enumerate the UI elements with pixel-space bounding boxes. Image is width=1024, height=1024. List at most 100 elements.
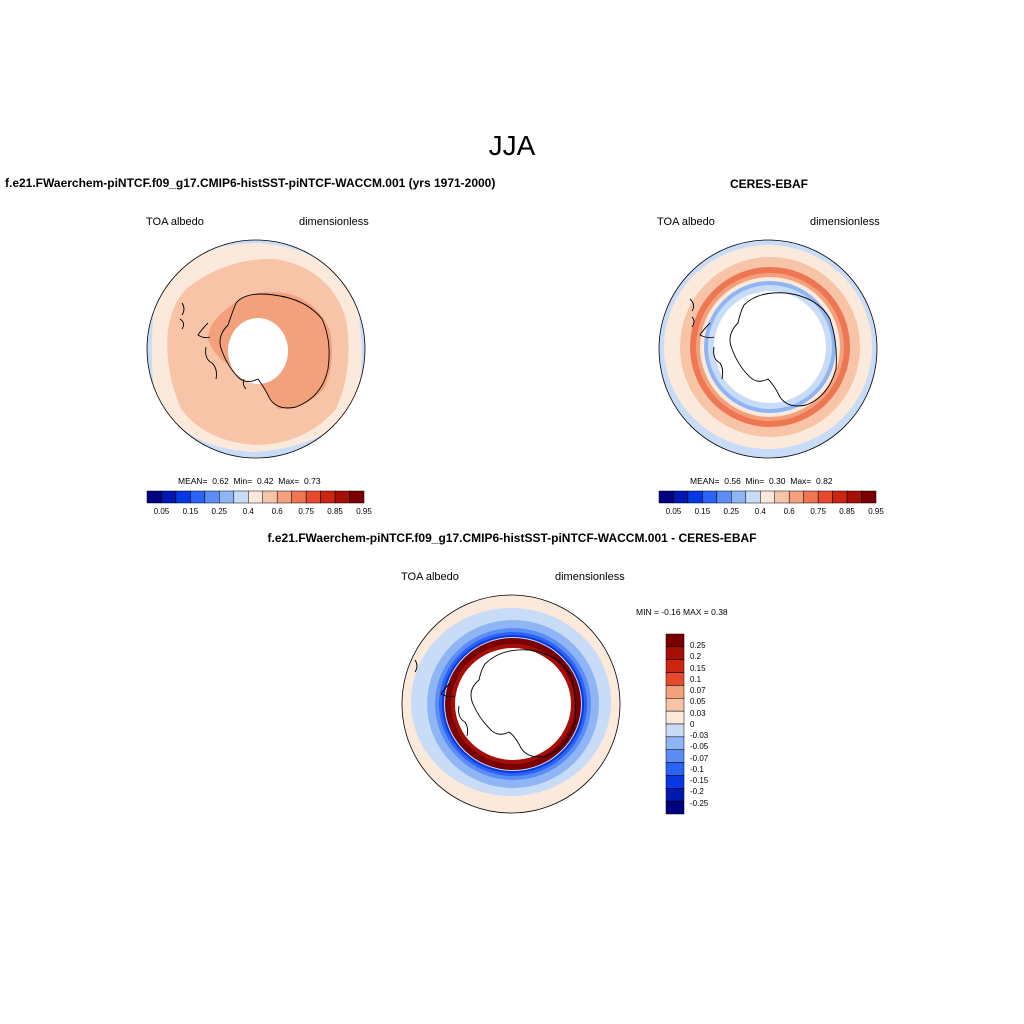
panel-obs-stats: MEAN= 0.56 Min= 0.30 Max= 0.82 (690, 476, 833, 486)
colorbar-swatch (320, 490, 336, 504)
colorbar-swatch (161, 490, 177, 504)
panel-diff-stats: MIN = -0.16 MAX = 0.38 (636, 607, 728, 617)
colorbar-swatch (204, 490, 220, 504)
panel-model-units-label: dimensionless (299, 216, 369, 228)
colorbar-tick-label: 0.07 (690, 686, 706, 696)
colorbar-swatch (658, 490, 674, 504)
colorbar-swatch (861, 490, 877, 504)
colorbar-swatch (665, 685, 685, 699)
stats-mean-value: 0.62 (212, 476, 229, 486)
colorbar-swatch (665, 672, 685, 686)
colorbar-tick-label: 0.4 (242, 507, 254, 516)
colorbar-tick-label: 0.05 (690, 697, 706, 707)
colorbar-swatch (760, 490, 775, 504)
figure-title: JJA (488, 130, 536, 161)
colorbar-swatch (248, 490, 263, 504)
panel-diff-map (401, 594, 621, 814)
stats-max-label: Max= (278, 476, 300, 486)
colorbar-swatch (334, 490, 350, 504)
colorbar-tick-label: -0.1 (690, 764, 704, 774)
colorbar-tick-label: 0.95 (356, 507, 372, 516)
colorbar-swatch (832, 490, 848, 504)
colorbar-tick-label: 0.05 (665, 507, 682, 516)
panel-obs-colorbar (658, 490, 877, 504)
colorbar-tick-label: 0.2 (690, 652, 702, 662)
colorbar-swatch (665, 749, 685, 763)
colorbar-swatch (665, 736, 685, 750)
colorbar-tick-label: -0.15 (690, 776, 709, 786)
stats-min-value: 0.30 (768, 476, 786, 486)
panel-model-title: f.e21.FWaerchem-piNTCF.f09_g17.CMIP6-his… (5, 176, 496, 190)
colorbar-tick-label: 0.15 (694, 507, 711, 516)
colorbar-swatch (665, 788, 685, 802)
stats-max-value: 0.73 (304, 476, 321, 486)
colorbar-swatch (673, 490, 689, 504)
colorbar-tick-label: 0.03 (690, 708, 706, 718)
colorbar-swatch (665, 710, 685, 725)
colorbar-swatch (190, 490, 206, 504)
stats-min-label: Min= (233, 476, 253, 486)
stats-mean-label: MEAN= (178, 476, 208, 486)
colorbar-swatch (687, 490, 703, 504)
stats-mean-label: MEAN= (690, 476, 720, 486)
colorbar-swatch (665, 633, 685, 648)
colorbar-swatch (219, 490, 235, 504)
colorbar-swatch (803, 490, 819, 504)
colorbar-tick-label: -0.07 (690, 753, 709, 763)
panel-obs-units-label: dimensionless (810, 216, 880, 228)
colorbar-swatch (291, 490, 307, 504)
panel-obs-colorbar-ticks: 0.05 0.15 0.25 0.4 0.6 0.75 0.85 0.95 (659, 507, 884, 519)
colorbar-swatch (665, 762, 685, 776)
colorbar-tick-label: 0.6 (783, 507, 795, 516)
colorbar-swatch (788, 490, 804, 504)
panel-obs-map (658, 239, 878, 459)
colorbar-swatch (702, 490, 718, 504)
colorbar-tick-label: 0.25 (211, 507, 228, 516)
colorbar-tick-label: 0.05 (153, 507, 170, 516)
stats-max-value: 0.82 (816, 476, 833, 486)
panel-diff-title: f.e21.FWaerchem-piNTCF.f09_g17.CMIP6-his… (267, 531, 757, 545)
colorbar-tick-label: 0.15 (690, 663, 706, 673)
colorbar-swatch (846, 490, 862, 504)
colorbar-swatch (731, 490, 747, 504)
panel-diff-colorbar (665, 633, 685, 815)
colorbar-swatch (276, 490, 292, 504)
colorbar-tick-label: 0.75 (810, 507, 826, 516)
colorbar-swatch (817, 490, 833, 504)
colorbar-swatch (665, 723, 685, 738)
panel-diff-colorbar-ticks: 0.25 0.2 0.15 0.1 0.07 0.05 0.03 0 -0.03 -0.05 -0.… (688, 634, 728, 814)
colorbar-swatch (665, 646, 685, 660)
stats-max-label: Max= (790, 476, 812, 486)
colorbar-tick-label: 0.25 (690, 641, 706, 651)
panel-model-colorbar (146, 490, 365, 504)
colorbar-swatch (665, 659, 685, 673)
colorbar-tick-label: 0.4 (754, 507, 766, 516)
colorbar-swatch (175, 490, 191, 504)
colorbar-tick-label: 0.25 (723, 507, 740, 516)
colorbar-swatch (146, 490, 162, 504)
colorbar-swatch (233, 490, 249, 504)
colorbar-tick-label: 0.1 (690, 674, 702, 684)
panel-diff-variable-label: TOA albedo (401, 571, 459, 583)
colorbar-tick-label: 0.85 (839, 507, 855, 516)
colorbar-tick-label: 0.75 (298, 507, 314, 516)
colorbar-tick-label: 0.85 (327, 507, 343, 516)
colorbar-tick-label: 0 (690, 719, 695, 729)
colorbar-tick-label: 0.6 (271, 507, 283, 516)
colorbar-swatch (774, 490, 790, 504)
panel-model-colorbar-ticks: 0.05 0.15 0.25 0.4 0.6 0.75 0.85 0.95 (147, 507, 372, 519)
stats-min-value: 0.42 (256, 476, 274, 486)
panel-diff-units-label: dimensionless (555, 571, 625, 583)
colorbar-tick-label: 0.95 (868, 507, 884, 516)
colorbar-swatch (665, 775, 685, 789)
panel-model-map (146, 239, 366, 459)
panel-model-stats: MEAN= 0.62 Min= 0.42 Max= 0.73 (178, 476, 321, 486)
stats-min-label: Min= (745, 476, 765, 486)
colorbar-tick-label: -0.03 (690, 731, 709, 741)
colorbar-swatch (262, 490, 278, 504)
colorbar-swatch (665, 800, 685, 815)
colorbar-tick-label: -0.25 (690, 798, 709, 808)
colorbar-swatch (665, 698, 685, 712)
colorbar-tick-label: -0.2 (690, 787, 704, 797)
colorbar-swatch (716, 490, 732, 504)
